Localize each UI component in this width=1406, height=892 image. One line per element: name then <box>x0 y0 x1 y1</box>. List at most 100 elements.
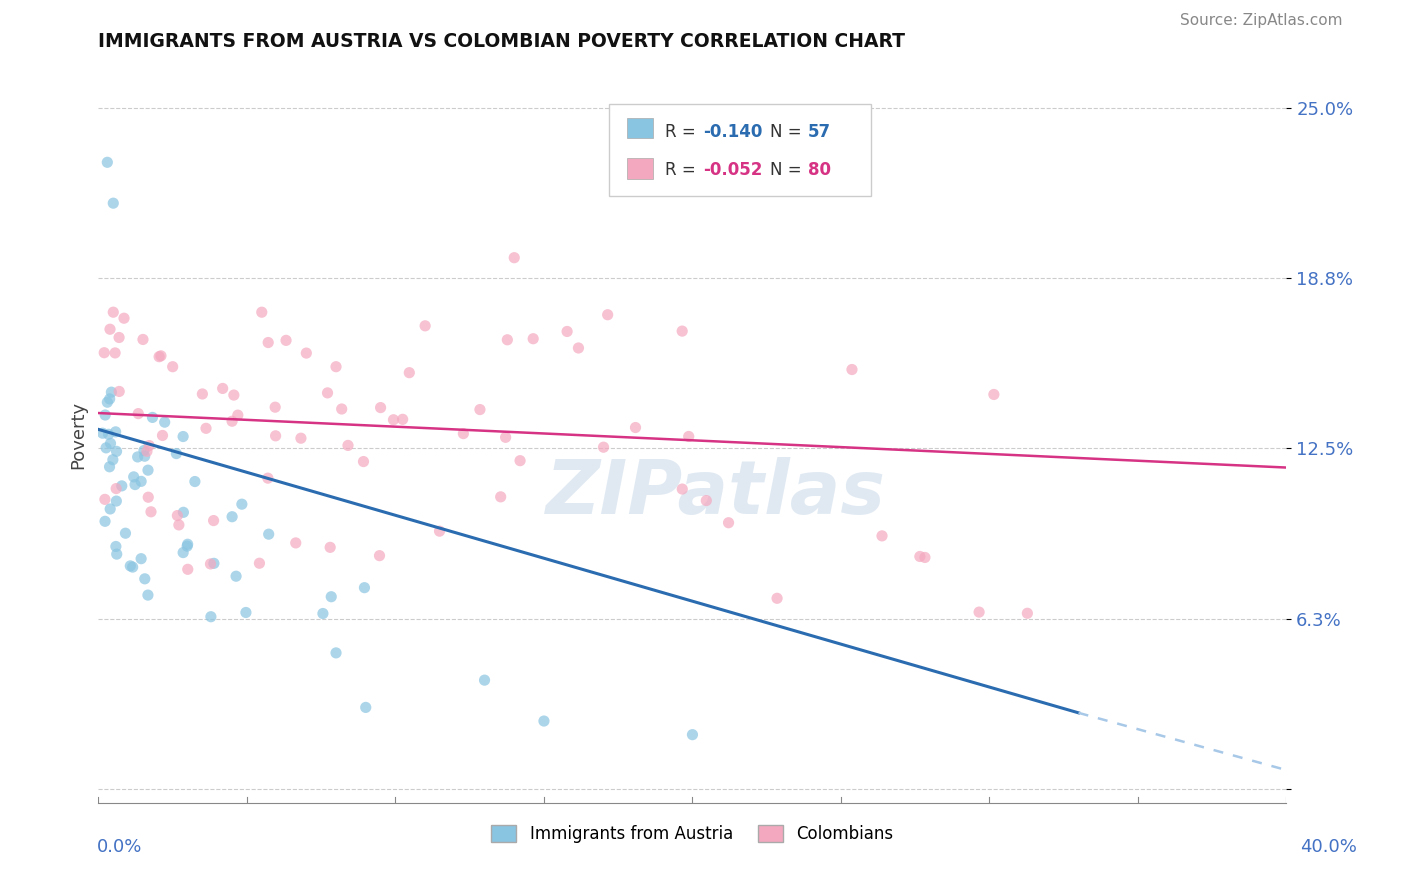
Point <box>94 492 117 507</box>
Point <box>312 607 335 621</box>
Point <box>264 429 287 443</box>
Point <box>330 402 353 417</box>
Point <box>129 475 152 489</box>
Point <box>666 155 689 169</box>
Point <box>195 421 218 435</box>
Point <box>122 470 145 484</box>
Point <box>136 588 159 602</box>
Text: 57: 57 <box>807 123 831 141</box>
Point <box>94 441 117 455</box>
Point <box>398 366 420 380</box>
Point <box>678 429 700 443</box>
Point <box>231 497 253 511</box>
Point <box>766 591 789 606</box>
Point <box>177 562 200 576</box>
Point <box>172 429 194 443</box>
Point <box>235 606 257 620</box>
Text: 80: 80 <box>807 161 831 179</box>
Text: IMMIGRANTS FROM AUSTRIA VS COLOMBIAN POVERTY CORRELATION CHART: IMMIGRANTS FROM AUSTRIA VS COLOMBIAN POV… <box>98 32 905 52</box>
Point <box>250 305 273 319</box>
Point <box>671 482 693 496</box>
Point <box>103 196 125 211</box>
Point <box>319 541 342 555</box>
Point <box>382 413 405 427</box>
Point <box>97 427 120 442</box>
Point <box>257 335 280 350</box>
FancyBboxPatch shape <box>627 158 654 178</box>
Point <box>93 345 115 359</box>
Text: 0.0%: 0.0% <box>97 838 142 855</box>
Point <box>624 420 647 434</box>
Point <box>176 537 198 551</box>
Point <box>221 509 243 524</box>
Point <box>96 155 118 169</box>
Point <box>124 477 146 491</box>
Point <box>354 700 377 714</box>
Point <box>98 459 121 474</box>
Point <box>567 341 589 355</box>
Point <box>165 447 187 461</box>
Point <box>152 428 174 442</box>
Point <box>121 560 143 574</box>
Point <box>533 714 555 728</box>
Point <box>474 673 496 688</box>
Point <box>96 395 118 409</box>
FancyBboxPatch shape <box>609 103 870 195</box>
Point <box>413 318 436 333</box>
Point <box>136 490 159 504</box>
Point <box>98 392 121 406</box>
Point <box>522 332 544 346</box>
Point <box>503 251 526 265</box>
Point <box>98 322 121 336</box>
Point <box>257 527 280 541</box>
Text: R =: R = <box>665 123 702 141</box>
Point <box>200 557 222 571</box>
Point <box>274 334 297 348</box>
Point <box>870 529 893 543</box>
Point <box>172 505 194 519</box>
Point <box>226 408 249 422</box>
Point <box>555 325 578 339</box>
Point <box>191 387 214 401</box>
Point <box>908 549 931 564</box>
Point <box>134 572 156 586</box>
Point <box>184 475 207 489</box>
Point <box>136 444 159 458</box>
Point <box>105 547 128 561</box>
Point <box>509 453 531 467</box>
Point <box>468 402 491 417</box>
Point <box>172 545 194 559</box>
Point <box>391 412 413 426</box>
Point <box>681 728 703 742</box>
Point <box>496 333 519 347</box>
Point <box>104 346 127 360</box>
Point <box>489 490 512 504</box>
Point <box>94 408 117 422</box>
Point <box>166 508 188 523</box>
Point <box>105 444 128 458</box>
Text: Source: ZipAtlas.com: Source: ZipAtlas.com <box>1180 13 1343 28</box>
Point <box>103 305 125 319</box>
Point <box>129 551 152 566</box>
Point <box>108 384 131 399</box>
Point <box>127 407 149 421</box>
Point <box>141 410 163 425</box>
Point <box>139 505 162 519</box>
Point <box>202 514 225 528</box>
Point <box>138 439 160 453</box>
Point <box>841 362 863 376</box>
Point <box>284 536 307 550</box>
Point <box>353 454 375 468</box>
Point <box>453 426 475 441</box>
Point <box>104 425 127 439</box>
Point <box>337 438 360 452</box>
Text: 40.0%: 40.0% <box>1301 838 1357 855</box>
Point <box>148 350 170 364</box>
Point <box>596 308 619 322</box>
Point <box>153 415 176 429</box>
Text: -0.052: -0.052 <box>703 161 762 179</box>
Point <box>295 346 318 360</box>
Point <box>136 463 159 477</box>
Point <box>100 436 122 450</box>
Point <box>112 311 135 326</box>
